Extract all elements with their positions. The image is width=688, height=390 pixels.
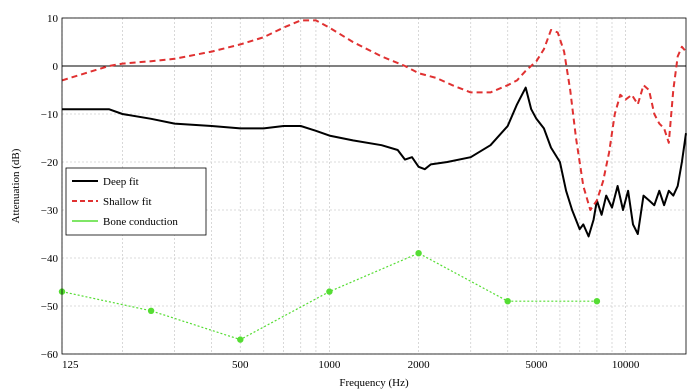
y-tick-label: −50 xyxy=(41,301,59,313)
data-point-bone-conduction xyxy=(237,336,244,343)
legend-item-shallow-fit: Shallow fit xyxy=(72,196,152,208)
data-point-bone-conduction xyxy=(415,250,422,257)
legend-item-deep-fit: Deep fit xyxy=(72,176,139,188)
series-lines xyxy=(58,19,687,343)
data-point-bone-conduction xyxy=(593,298,601,305)
y-tick-label: −20 xyxy=(41,157,59,169)
y-tick-label: −30 xyxy=(41,205,59,217)
y-tick-label: 10 xyxy=(47,13,59,25)
x-tick-label: 1000 xyxy=(318,359,341,371)
y-axis-label: Attenuation (dB) xyxy=(10,148,22,223)
data-point-bone-conduction xyxy=(147,307,155,314)
x-tick-label: 125 xyxy=(62,359,79,371)
y-tick-labels: 10 0 −10 −20 −30 −40 −50 −60 xyxy=(41,13,59,361)
legend-label-bone-conduction: Bone conduction xyxy=(103,216,178,228)
y-tick-label: 0 xyxy=(53,61,59,73)
data-point-bone-conduction xyxy=(326,288,333,295)
y-tick-label: −60 xyxy=(41,349,59,361)
legend-label-deep-fit: Deep fit xyxy=(103,176,139,188)
x-tick-label: 500 xyxy=(232,359,249,371)
series-line-deep-fit xyxy=(62,86,687,238)
series-line-shallow-fit xyxy=(61,19,687,211)
x-tick-labels: 125 500 1000 2000 5000 10000 xyxy=(62,359,640,371)
x-tick-label: 2000 xyxy=(408,359,431,371)
legend: Deep fit Shallow fit Bone conduction xyxy=(65,167,207,236)
axes xyxy=(61,17,687,355)
plot-frame xyxy=(61,17,687,355)
y-tick-label: −40 xyxy=(41,253,59,265)
grid xyxy=(61,17,686,355)
y-tick-label: −10 xyxy=(41,109,59,121)
x-axis-label: Frequency (Hz) xyxy=(339,377,409,389)
legend-item-bone-conduction: Bone conduction xyxy=(72,216,178,228)
x-tick-label: 5000 xyxy=(525,359,548,371)
x-tick-label: 10000 xyxy=(612,359,640,371)
data-point-bone-conduction xyxy=(504,298,511,305)
legend-label-shallow-fit: Shallow fit xyxy=(103,196,152,208)
